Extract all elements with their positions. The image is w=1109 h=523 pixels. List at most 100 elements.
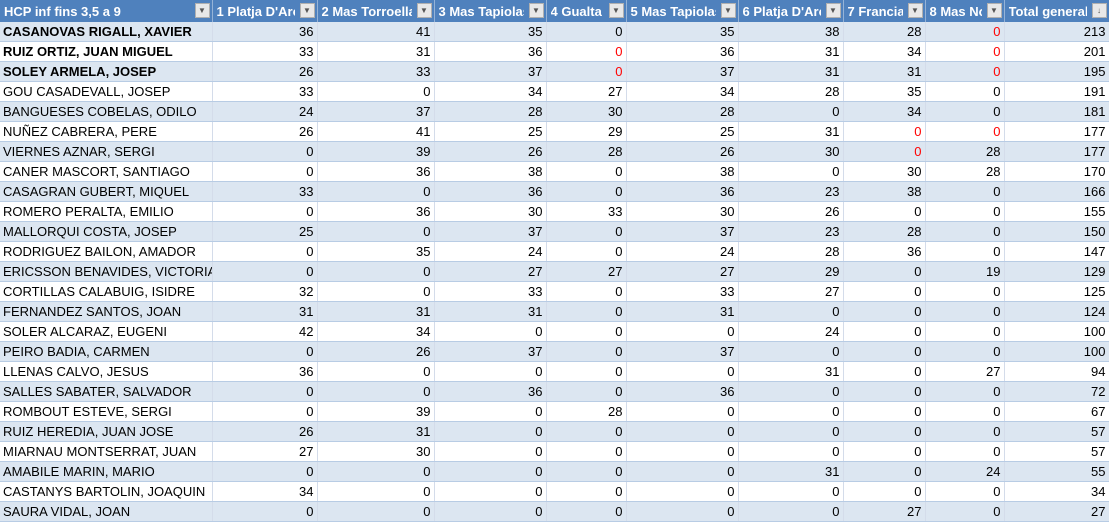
total-cell[interactable]: 201: [1004, 41, 1109, 62]
score-cell[interactable]: 0: [843, 121, 926, 142]
score-cell[interactable]: 0: [546, 41, 627, 62]
score-cell[interactable]: 28: [434, 101, 547, 122]
score-cell[interactable]: 0: [546, 441, 627, 462]
score-cell[interactable]: 0: [925, 501, 1005, 522]
score-cell[interactable]: 0: [925, 401, 1005, 422]
score-cell[interactable]: 0: [626, 401, 739, 422]
score-cell[interactable]: 39: [317, 141, 435, 162]
player-name[interactable]: PEIRO BADIA, CARMEN: [0, 341, 213, 362]
total-cell[interactable]: 34: [1004, 481, 1109, 502]
score-cell[interactable]: 26: [738, 201, 844, 222]
score-cell[interactable]: 0: [843, 401, 926, 422]
score-cell[interactable]: 0: [738, 441, 844, 462]
player-name[interactable]: NUÑEZ CABRERA, PERE: [0, 121, 213, 142]
score-cell[interactable]: 0: [843, 261, 926, 282]
score-cell[interactable]: 0: [546, 161, 627, 182]
score-cell[interactable]: 29: [546, 121, 627, 142]
score-cell[interactable]: 0: [925, 421, 1005, 442]
player-name[interactable]: CASANOVAS RIGALL, XAVIER: [0, 22, 213, 42]
score-cell[interactable]: 0: [925, 481, 1005, 502]
score-cell[interactable]: 31: [738, 361, 844, 382]
score-cell[interactable]: 34: [434, 81, 547, 102]
score-cell[interactable]: 0: [546, 181, 627, 202]
score-cell[interactable]: 30: [738, 141, 844, 162]
score-cell[interactable]: 38: [434, 161, 547, 182]
score-cell[interactable]: 34: [626, 81, 739, 102]
score-cell[interactable]: 33: [212, 181, 318, 202]
score-cell[interactable]: 35: [434, 22, 547, 42]
player-name[interactable]: MALLORQUI COSTA, JOSEP: [0, 221, 213, 242]
score-cell[interactable]: 42: [212, 321, 318, 342]
score-cell[interactable]: 27: [843, 501, 926, 522]
score-cell[interactable]: 0: [317, 81, 435, 102]
score-cell[interactable]: 0: [925, 121, 1005, 142]
score-cell[interactable]: 27: [925, 361, 1005, 382]
score-cell[interactable]: 39: [317, 401, 435, 422]
player-name[interactable]: CORTILLAS CALABUIG, ISIDRE: [0, 281, 213, 302]
score-cell[interactable]: 0: [843, 201, 926, 222]
total-cell[interactable]: 124: [1004, 301, 1109, 322]
score-cell[interactable]: 36: [317, 161, 435, 182]
score-cell[interactable]: 0: [212, 161, 318, 182]
score-cell[interactable]: 41: [317, 121, 435, 142]
total-cell[interactable]: 100: [1004, 321, 1109, 342]
score-cell[interactable]: 33: [546, 201, 627, 222]
score-cell[interactable]: 26: [212, 421, 318, 442]
score-cell[interactable]: 28: [843, 22, 926, 42]
score-cell[interactable]: 0: [626, 321, 739, 342]
score-cell[interactable]: 34: [317, 321, 435, 342]
score-cell[interactable]: 37: [434, 341, 547, 362]
total-cell[interactable]: 155: [1004, 201, 1109, 222]
score-cell[interactable]: 0: [738, 161, 844, 182]
score-cell[interactable]: 0: [925, 301, 1005, 322]
score-cell[interactable]: 36: [434, 181, 547, 202]
score-cell[interactable]: 0: [546, 221, 627, 242]
score-cell[interactable]: 25: [434, 121, 547, 142]
score-cell[interactable]: 25: [212, 221, 318, 242]
score-cell[interactable]: 36: [626, 381, 739, 402]
player-name[interactable]: ERICSSON BENAVIDES, VICTORIA: [0, 261, 213, 282]
score-cell[interactable]: 0: [843, 281, 926, 302]
player-name[interactable]: RUIZ HEREDIA, JUAN JOSE: [0, 421, 213, 442]
score-cell[interactable]: 28: [738, 241, 844, 262]
score-cell[interactable]: 25: [626, 121, 739, 142]
score-cell[interactable]: 0: [434, 361, 547, 382]
total-cell[interactable]: 94: [1004, 361, 1109, 382]
score-cell[interactable]: 0: [843, 301, 926, 322]
score-cell[interactable]: 31: [738, 461, 844, 482]
score-cell[interactable]: 0: [546, 501, 627, 522]
score-cell[interactable]: 0: [434, 461, 547, 482]
score-cell[interactable]: 0: [317, 281, 435, 302]
score-cell[interactable]: 26: [212, 61, 318, 82]
score-cell[interactable]: 31: [738, 61, 844, 82]
score-cell[interactable]: 35: [626, 22, 739, 42]
score-cell[interactable]: 34: [212, 481, 318, 502]
total-cell[interactable]: 150: [1004, 221, 1109, 242]
total-cell[interactable]: 129: [1004, 261, 1109, 282]
score-cell[interactable]: 31: [212, 301, 318, 322]
player-name[interactable]: SALLES SABATER, SALVADOR: [0, 381, 213, 402]
score-cell[interactable]: 0: [925, 441, 1005, 462]
column-header[interactable]: 4 Gualta ▼: [546, 0, 627, 22]
score-cell[interactable]: 27: [546, 261, 627, 282]
score-cell[interactable]: 27: [626, 261, 739, 282]
score-cell[interactable]: 0: [434, 401, 547, 422]
score-cell[interactable]: 36: [434, 381, 547, 402]
score-cell[interactable]: 31: [434, 301, 547, 322]
score-cell[interactable]: 0: [317, 221, 435, 242]
score-cell[interactable]: 37: [434, 61, 547, 82]
score-cell[interactable]: 30: [546, 101, 627, 122]
score-cell[interactable]: 35: [317, 241, 435, 262]
score-cell[interactable]: 38: [738, 22, 844, 42]
score-cell[interactable]: 0: [317, 181, 435, 202]
score-cell[interactable]: 0: [738, 481, 844, 502]
column-header[interactable]: 6 Platja D'Aro ▼: [738, 0, 844, 22]
score-cell[interactable]: 0: [925, 22, 1005, 42]
score-cell[interactable]: 0: [925, 101, 1005, 122]
score-cell[interactable]: 24: [626, 241, 739, 262]
player-name[interactable]: RUIZ ORTIZ, JUAN MIGUEL: [0, 41, 213, 62]
score-cell[interactable]: 0: [925, 321, 1005, 342]
score-cell[interactable]: 36: [317, 201, 435, 222]
score-cell[interactable]: 0: [843, 361, 926, 382]
score-cell[interactable]: 0: [317, 261, 435, 282]
